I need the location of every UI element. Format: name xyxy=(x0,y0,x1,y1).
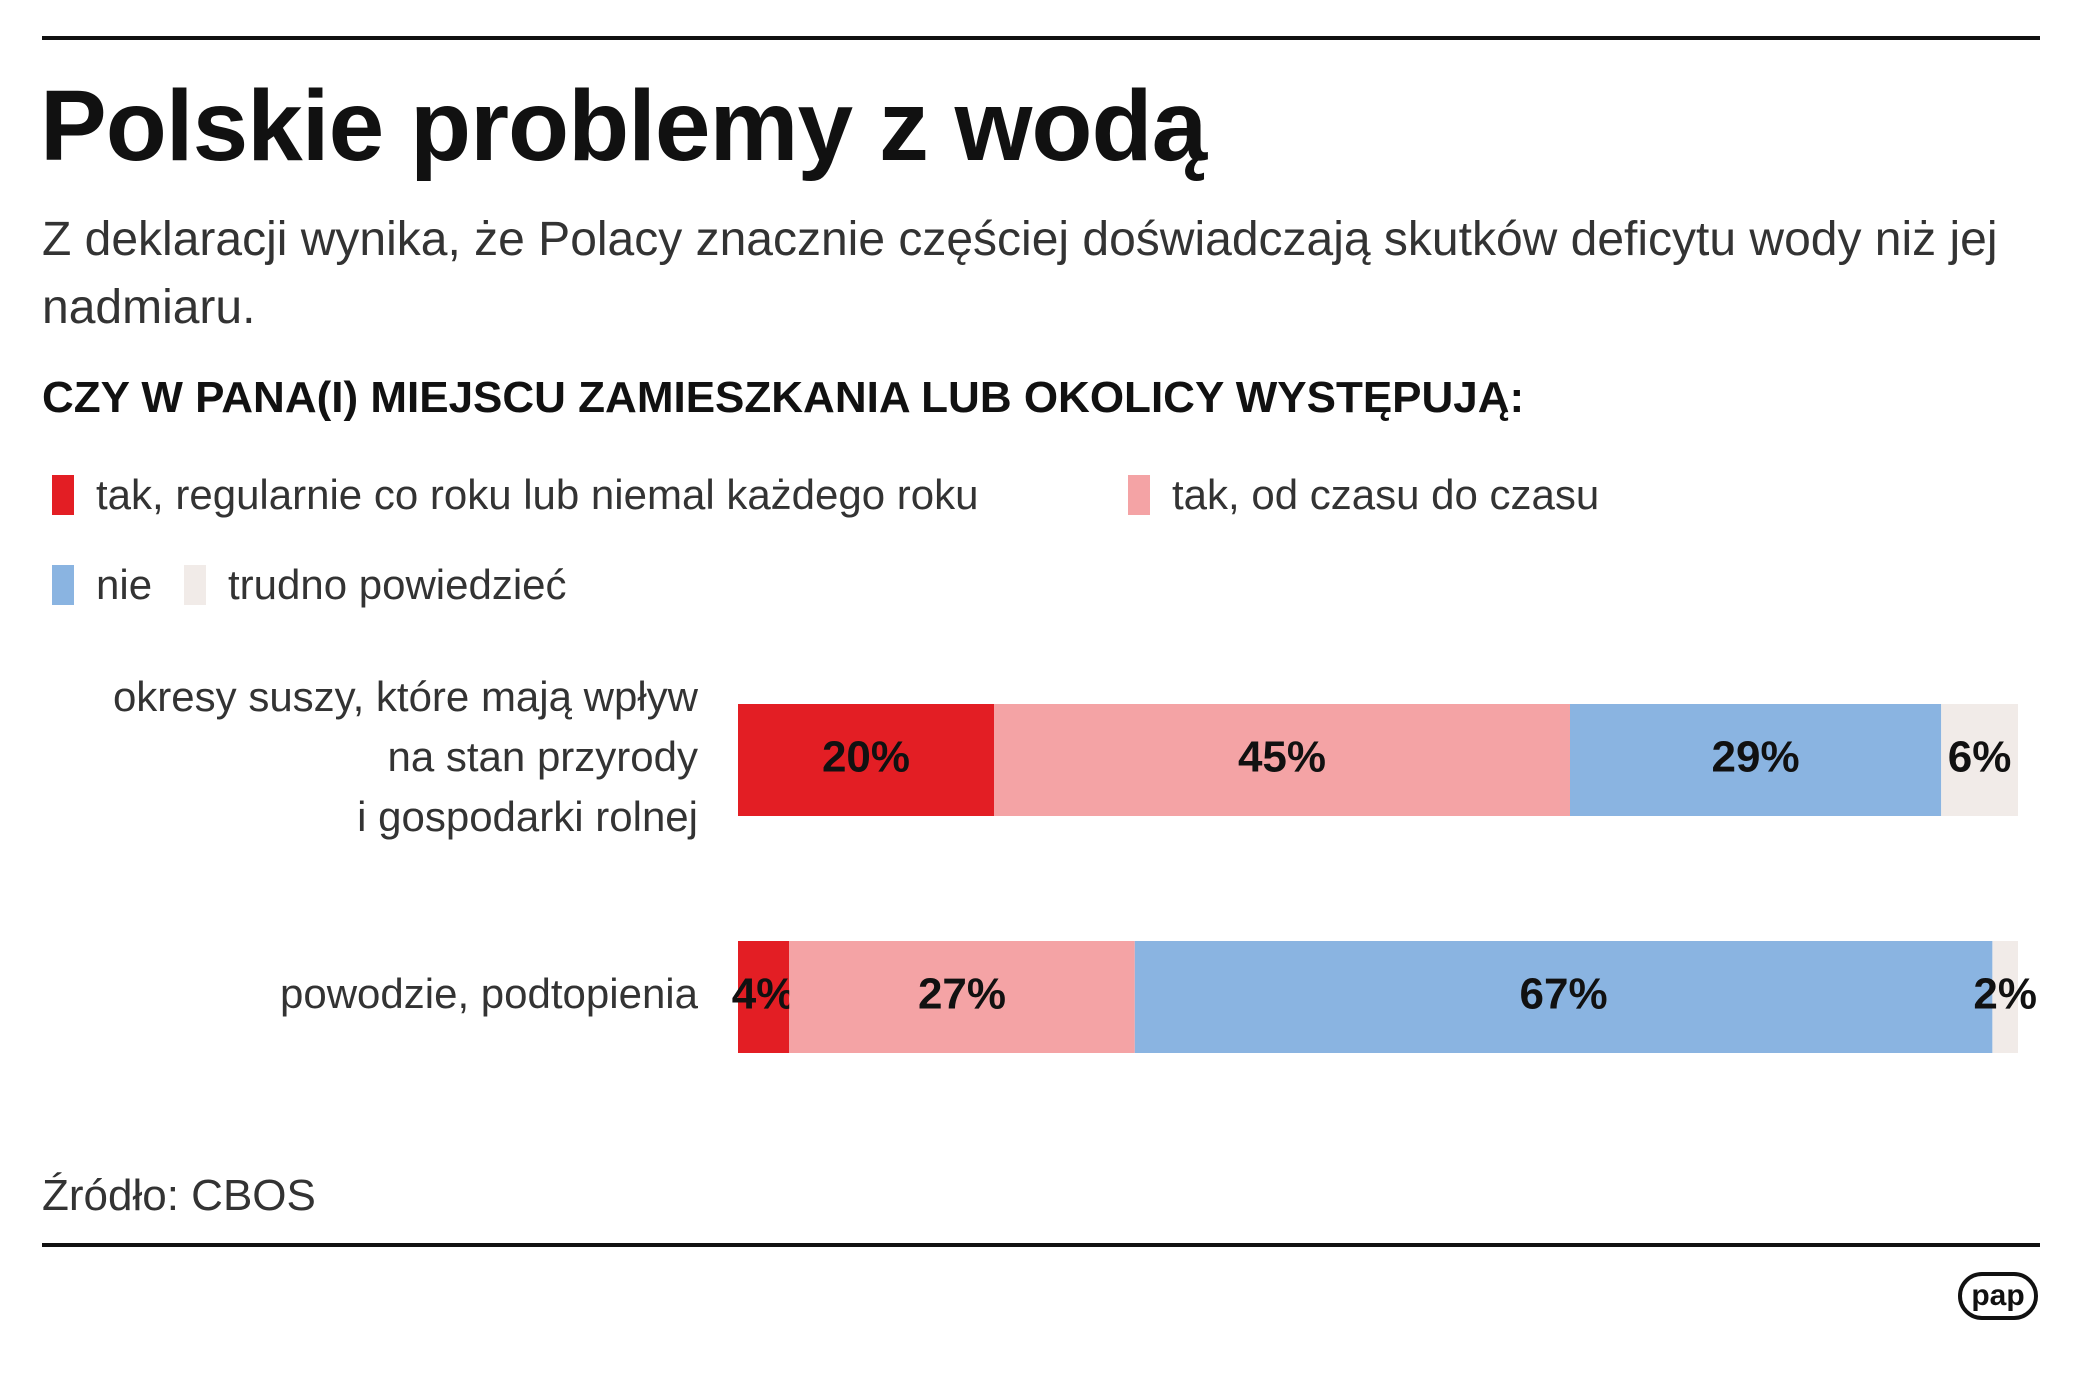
legend-item-hard-to-say: trudno powiedzieć xyxy=(184,555,567,615)
category-label: okresy suszy, które mają wpływ xyxy=(113,673,699,720)
legend-item-sometimes: tak, od czasu do czasu xyxy=(1128,465,1599,525)
chart-title: Polskie problemy z wodą xyxy=(40,70,1207,182)
legend-label-sometimes: tak, od czasu do czasu xyxy=(1172,471,1600,518)
data-label: 2% xyxy=(1973,970,2037,1019)
legend-swatch-no xyxy=(52,565,74,605)
bar-segment-no xyxy=(1570,704,1942,816)
legend-swatch-hard-to-say xyxy=(184,565,206,605)
data-label: 67% xyxy=(1520,970,1608,1019)
source-note: Źródło: CBOS xyxy=(42,1171,316,1220)
legend-swatch-regularly xyxy=(52,475,74,515)
bar-segment-no xyxy=(1134,941,1993,1053)
category-label: powodzie, podtopienia xyxy=(280,970,699,1017)
legend-item-regularly: tak, regularnie co roku lub niemal każde… xyxy=(52,465,979,525)
legend-label-hard-to-say: trudno powiedzieć xyxy=(228,561,567,608)
category-label: i gospodarki rolnej xyxy=(357,793,698,840)
data-label: 20% xyxy=(822,733,910,782)
data-label: 27% xyxy=(918,970,1006,1019)
top-rule xyxy=(42,36,2040,40)
legend-item-no: nie xyxy=(52,555,152,615)
bar-segment-sometimes xyxy=(994,704,1570,816)
legend-label-regularly: tak, regularnie co roku lub niemal każde… xyxy=(96,471,979,518)
pap-logo: pap xyxy=(1958,1272,2038,1320)
data-label: 45% xyxy=(1238,733,1326,782)
data-label: 29% xyxy=(1712,733,1800,782)
survey-question: CZY W PANA(I) MIEJSCU ZAMIESZKANIA LUB O… xyxy=(42,373,1525,422)
bottom-rule xyxy=(42,1243,2040,1247)
bar-segment-regularly xyxy=(738,704,994,816)
bar-segment-sometimes xyxy=(789,941,1135,1053)
legend-label-no: nie xyxy=(96,561,153,608)
bar-segment-hard-to-say xyxy=(1992,941,2018,1053)
bar-segment-regularly xyxy=(738,941,790,1053)
chart-subtitle: Z deklaracji wynika, że Polacy znacznie … xyxy=(42,213,1998,334)
data-label: 4% xyxy=(732,970,796,1019)
data-label: 6% xyxy=(1948,733,2012,782)
category-label: na stan przyrody xyxy=(388,733,699,780)
bar-segment-hard-to-say xyxy=(1941,704,2018,816)
legend-swatch-sometimes xyxy=(1128,475,1150,515)
